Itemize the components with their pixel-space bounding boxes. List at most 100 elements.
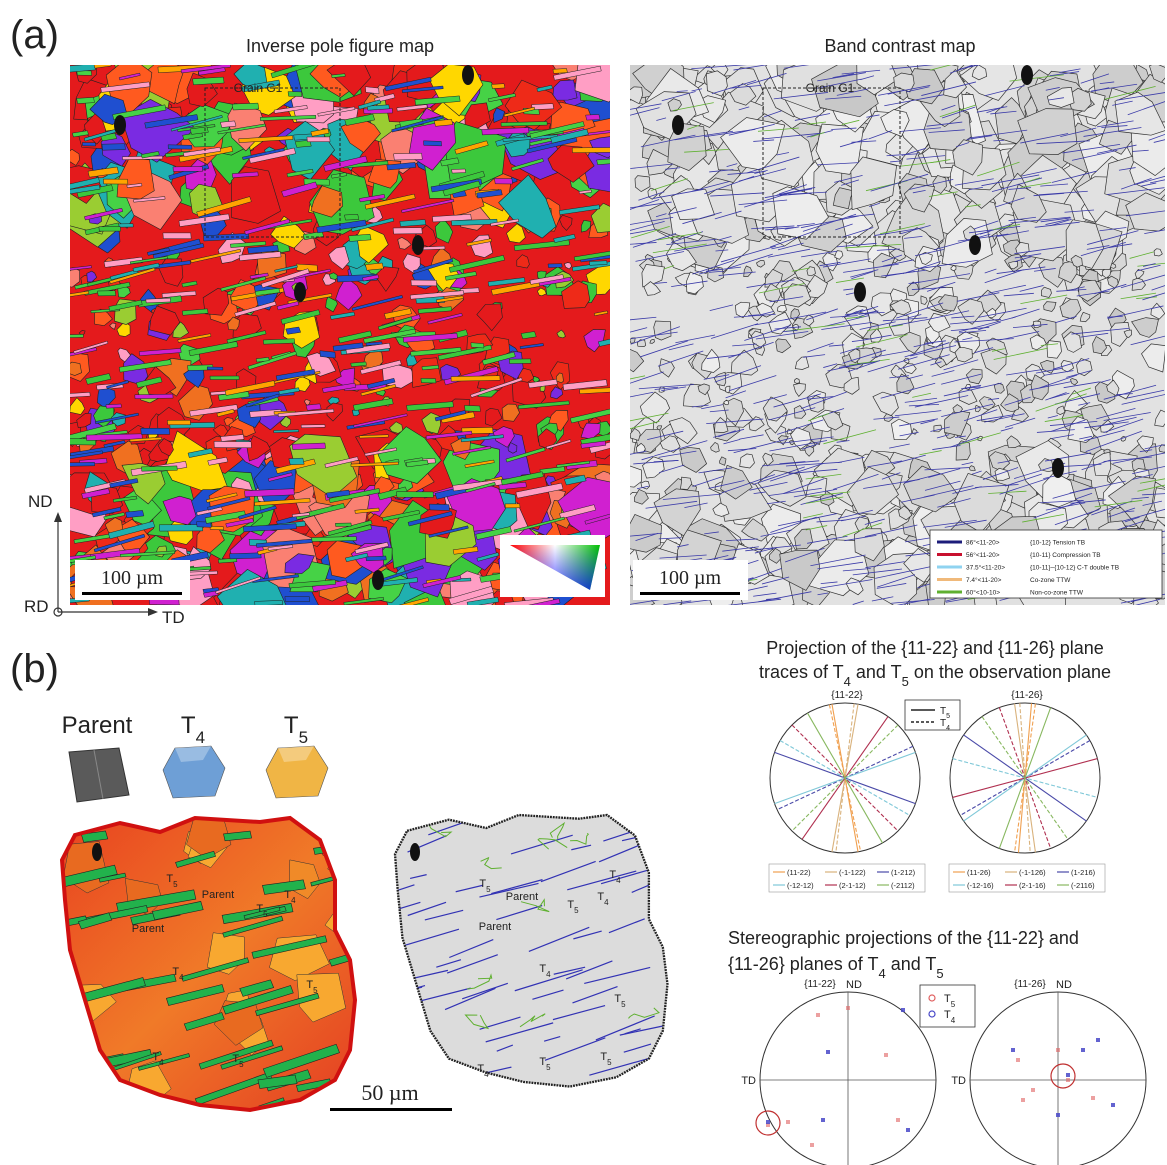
twin-lamella (207, 367, 223, 370)
legend-label: (-1-126) (1019, 868, 1046, 877)
twin-boundary (385, 1060, 422, 1075)
twin-lamella (82, 143, 95, 147)
subscript: 5 (607, 1058, 612, 1067)
twin-lamella (146, 298, 171, 303)
twin-lamella (421, 378, 436, 383)
grain-label: Grain G1 (234, 81, 283, 95)
twin-lamella (366, 556, 386, 561)
twin-lamella (411, 280, 437, 286)
pore (672, 115, 684, 135)
grain-variant-label: Parent (132, 923, 164, 935)
grain (1033, 321, 1041, 328)
legend-label: Non-co-zone TTW (1030, 590, 1084, 597)
twin-lamella (335, 523, 351, 527)
legend-angle: 56°<11-20> (966, 551, 1000, 559)
twin-lamella (230, 553, 262, 559)
text-run: T (181, 712, 196, 739)
pole (816, 1013, 820, 1017)
legend-angle: 37.5°<11-20> (966, 564, 1005, 572)
pole (1066, 1078, 1070, 1082)
pore (969, 235, 981, 255)
legend-label: {10-12} Tension TB (1030, 540, 1085, 547)
subscript: 5 (546, 1063, 551, 1072)
text-run: Parent (479, 921, 511, 933)
twin-lamella (210, 526, 224, 530)
legend-label: (1-216) (1071, 868, 1096, 877)
twin-lamella (77, 97, 95, 103)
subscript: 4 (546, 970, 551, 979)
subscript: 5 (946, 713, 950, 720)
twin-lamella (99, 227, 121, 231)
grain-label: Grain G1 (806, 81, 855, 95)
twin-lamella (173, 167, 203, 172)
section-title: Projection of the {11-22} and {11-26} pl… (766, 638, 1104, 658)
twin-lamella (397, 492, 434, 498)
pole (1056, 1048, 1060, 1052)
twin-lamella (548, 264, 562, 268)
axis-label: ND (1056, 979, 1072, 991)
twin-lamella (394, 153, 423, 160)
text-run: T (284, 712, 299, 739)
subscript: 5 (263, 910, 268, 919)
twin-lamella (106, 404, 122, 408)
subscript: 5 (951, 1000, 956, 1009)
twin-lamella (214, 441, 252, 447)
twin-lamella (163, 233, 191, 239)
pole (896, 1118, 900, 1122)
pole (1056, 1113, 1060, 1117)
twin-lamella (292, 443, 325, 450)
subscript: 4 (951, 1016, 956, 1025)
pore (410, 843, 420, 861)
axis-label: TD (951, 1075, 966, 1087)
text-run: Parent (506, 891, 538, 903)
pore (1052, 458, 1064, 478)
twin-lamella (288, 92, 302, 97)
scale-bar (330, 1108, 452, 1111)
pole (826, 1050, 830, 1054)
plane-label: {11-22} (804, 979, 836, 990)
subscript: 5 (621, 1000, 626, 1009)
subscript: 4 (196, 728, 205, 747)
axis-label: TD (162, 608, 185, 627)
legend-label: {10-11} Compression TB (1030, 552, 1101, 559)
subscript: 5 (902, 674, 909, 689)
section-title: traces of T4 and T5 on the observation p… (759, 662, 1111, 689)
twin-lamella (505, 504, 520, 508)
subscript: 5 (239, 1060, 244, 1069)
scale-bar (640, 592, 740, 595)
twin-lamella (572, 148, 614, 153)
twin-lamella (451, 376, 500, 382)
twin-lamella (141, 466, 177, 471)
twin-lamella (232, 103, 258, 110)
subscript: 5 (936, 966, 943, 981)
legend-label: (11-26) (967, 868, 991, 877)
pole (821, 1118, 825, 1122)
subscript: 5 (173, 880, 178, 889)
twin-lamella (98, 291, 116, 296)
twin-lamella (220, 121, 236, 128)
twin-lamella (168, 145, 192, 149)
subscript: 4 (616, 876, 621, 885)
subscript: 5 (574, 906, 579, 915)
twin-lamella (344, 214, 359, 220)
pole (1091, 1096, 1095, 1100)
text-run: and T (886, 954, 937, 974)
pole (1011, 1048, 1015, 1052)
pole (884, 1053, 888, 1057)
twin-lamella (255, 600, 283, 605)
twin-lamella (553, 69, 568, 74)
pore (412, 235, 424, 255)
twin-lamella (167, 420, 190, 425)
grain-variant-label: Parent (202, 889, 234, 901)
grain-variant-label: Parent (506, 891, 538, 903)
legend-label: (2-1-16) (1019, 881, 1046, 890)
pole (766, 1120, 770, 1124)
legend-label: (-2112) (891, 881, 915, 890)
pole (1081, 1048, 1085, 1052)
twin-lamella (311, 537, 356, 542)
text-run: {11-26} planes of T (728, 954, 878, 974)
subscript: 4 (291, 896, 296, 905)
subscript: 4 (946, 725, 950, 732)
legend-label: (-12-12) (787, 881, 814, 890)
twin-lamella (159, 525, 203, 531)
